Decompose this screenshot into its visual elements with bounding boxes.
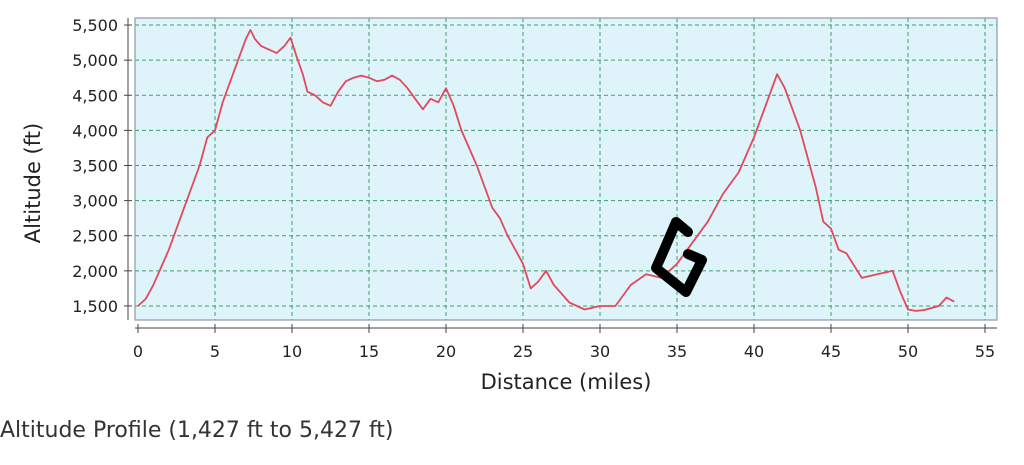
altitude-chart: 1,500 2,000 2,500 3,000 3,500 4,000 4,500 5,000… <box>21 16 998 394</box>
y-tick-label: 3,000 <box>72 192 118 211</box>
x-tick-label: 55 <box>975 342 995 361</box>
y-axis: 1,500 2,000 2,500 3,000 3,500 4,000 4,500 5,000… <box>72 16 132 316</box>
y-tick-label: 4,000 <box>72 121 118 140</box>
x-tick-label: 40 <box>744 342 764 361</box>
y-tick-label: 3,500 <box>72 156 118 175</box>
y-axis-title: Altitude (ft) <box>21 123 45 243</box>
x-axis-title: Distance (miles) <box>481 370 652 394</box>
x-axis: 0 5 10 15 20 25 30 35 40 45 50 55 <box>133 324 995 361</box>
x-tick-label: 10 <box>282 342 302 361</box>
x-tick-label: 50 <box>898 342 918 361</box>
x-tick-label: 0 <box>133 342 143 361</box>
y-tick-label: 4,500 <box>72 86 118 105</box>
x-tick-label: 35 <box>667 342 687 361</box>
y-tick-label: 5,500 <box>72 16 118 35</box>
x-tick-label: 5 <box>210 342 220 361</box>
plot-border <box>134 17 998 321</box>
x-tick-label: 30 <box>590 342 610 361</box>
x-tick-label: 20 <box>436 342 456 361</box>
y-tick-label: 1,500 <box>72 297 118 316</box>
plot-frame <box>127 17 998 329</box>
x-tick-label: 15 <box>359 342 379 361</box>
grid <box>135 18 997 320</box>
plot-area <box>135 18 997 320</box>
chart-caption: Altitude Profile (1,427 ft to 5,427 ft) <box>0 418 394 443</box>
x-tick-label: 25 <box>513 342 533 361</box>
altitude-series-line <box>137 28 955 312</box>
y-tick-label: 2,000 <box>72 262 118 281</box>
hand-drawn-g-marker <box>651 217 707 297</box>
series-layer <box>137 28 955 312</box>
y-tick-label: 5,000 <box>72 51 118 70</box>
x-tick-label: 45 <box>821 342 841 361</box>
y-tick-label: 2,500 <box>72 227 118 246</box>
